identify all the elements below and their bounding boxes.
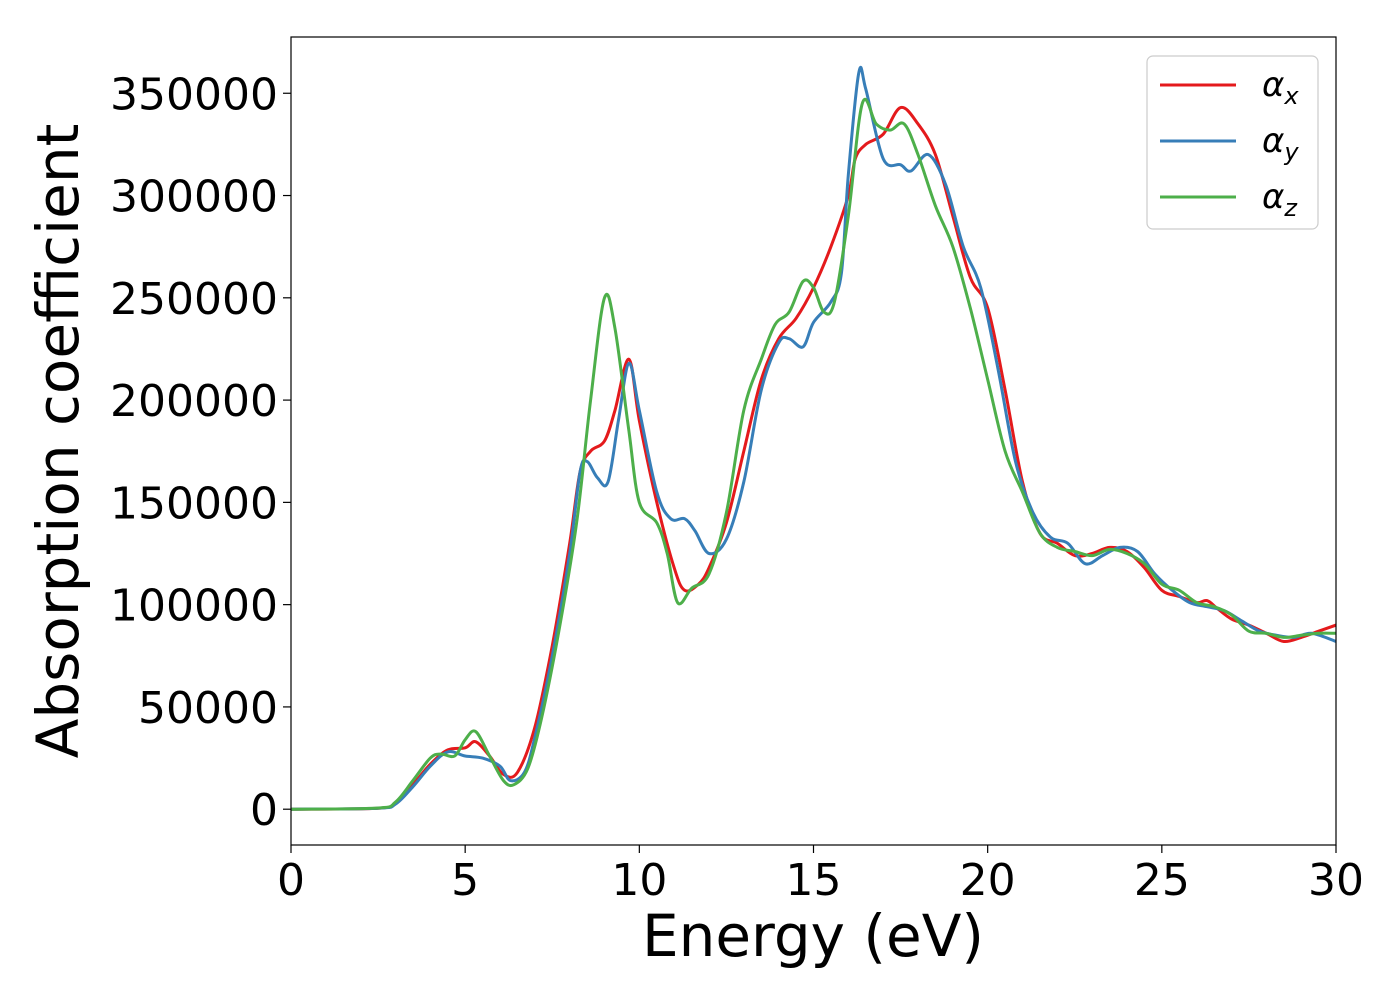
- x-tick-label: 30: [1308, 855, 1364, 906]
- y-axis-title: Absorption coefficient: [24, 124, 92, 759]
- x-tick-label: 10: [611, 855, 667, 906]
- x-tick-label: 15: [786, 855, 842, 906]
- y-tick-label: 250000: [110, 274, 278, 325]
- x-tick-label: 5: [451, 855, 479, 906]
- series-layer: [291, 65, 1336, 811]
- series-line-y: [291, 65, 1336, 811]
- y-tick-label: 200000: [110, 376, 278, 427]
- legend-label-y: αy: [1262, 121, 1299, 166]
- y-tick-label: 150000: [110, 478, 278, 529]
- y-tick-label: 50000: [138, 683, 278, 734]
- x-axis-title: Energy (eV): [642, 902, 984, 970]
- x-tick-label: 0: [277, 855, 305, 906]
- series-line-z: [291, 98, 1336, 811]
- y-tick-label: 350000: [110, 69, 278, 120]
- series-line-x: [291, 105, 1336, 811]
- x-tick-label: 20: [960, 855, 1016, 906]
- x-axis-ticks: 0 5 10 15 20 25 30: [277, 845, 1364, 906]
- y-tick-label: 300000: [110, 172, 278, 223]
- x-tick-label: 25: [1134, 855, 1190, 906]
- y-tick-label: 0: [250, 785, 278, 836]
- y-axis-ticks: 0 50000 100000 150000 200000 250000 300000 3500…: [110, 69, 291, 836]
- y-tick-label: 100000: [110, 581, 278, 632]
